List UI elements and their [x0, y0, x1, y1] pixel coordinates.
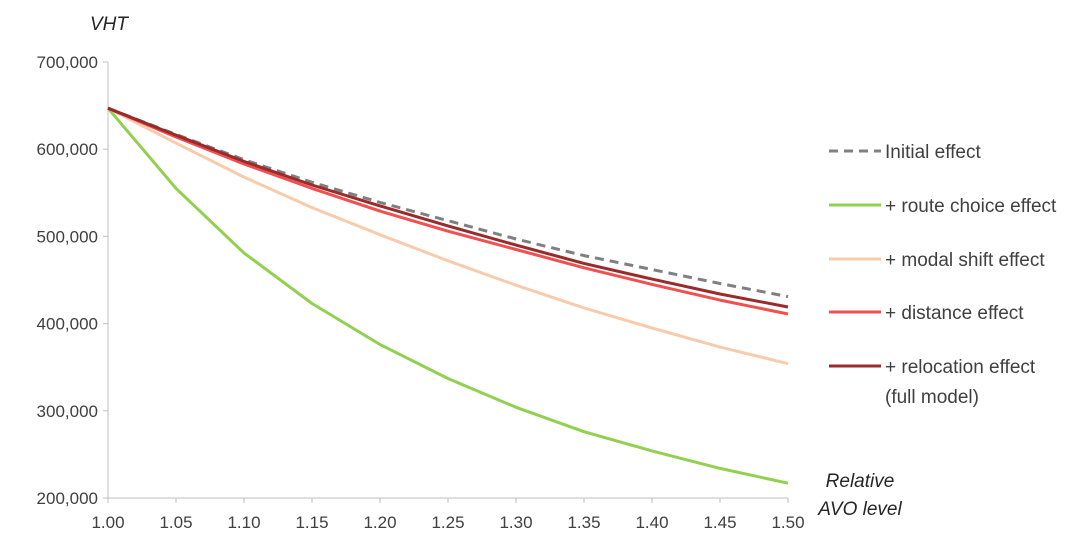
legend-label: (full model) — [885, 387, 979, 408]
series-line-2 — [107, 106, 789, 366]
x-tick-label: 1.45 — [703, 513, 736, 532]
x-axis-title-line1: Relative — [826, 471, 895, 492]
y-axis-ticks: 200,000 300,000 400,000 500,000 600,000 700,0… — [37, 53, 108, 508]
y-tick-label: 300,000 — [37, 402, 98, 421]
x-axis-title-line2: AVO level — [817, 499, 902, 520]
x-tick-label: 1.05 — [159, 513, 192, 532]
y-axis-title: VHT — [90, 14, 129, 35]
series-line-4 — [107, 106, 789, 309]
y-tick-label: 200,000 — [37, 489, 98, 508]
x-tick-label: 1.30 — [499, 513, 532, 532]
x-tick-label: 1.00 — [91, 513, 124, 532]
x-tick-label: 1.50 — [771, 513, 804, 532]
x-axis-ticks: 1.00 1.05 1.10 1.15 1.20 1.25 1.30 1.35 1.40 1.45… — [91, 498, 805, 532]
x-tick-label: 1.40 — [635, 513, 668, 532]
legend: Initial effect + route choice effect + mod… — [829, 142, 1057, 408]
x-tick-label: 1.20 — [363, 513, 396, 532]
series-line-3 — [107, 106, 789, 316]
x-tick-label: 1.35 — [567, 513, 600, 532]
y-tick-label: 400,000 — [37, 315, 98, 334]
legend-label: + distance effect — [885, 303, 1024, 324]
y-tick-label: 500,000 — [37, 227, 98, 246]
y-tick-label: 600,000 — [37, 140, 98, 159]
series-line-1 — [106, 107, 789, 485]
y-tick-label: 700,000 — [37, 53, 98, 72]
series-line-0 — [107, 106, 789, 299]
legend-label: + modal shift effect — [885, 250, 1045, 271]
legend-label: + route choice effect — [885, 196, 1057, 217]
x-tick-label: 1.25 — [431, 513, 464, 532]
x-tick-label: 1.10 — [227, 513, 260, 532]
x-tick-label: 1.15 — [295, 513, 328, 532]
legend-label: + relocation effect — [885, 357, 1036, 378]
legend-label: Initial effect — [885, 142, 981, 163]
series-lines — [106, 106, 789, 485]
